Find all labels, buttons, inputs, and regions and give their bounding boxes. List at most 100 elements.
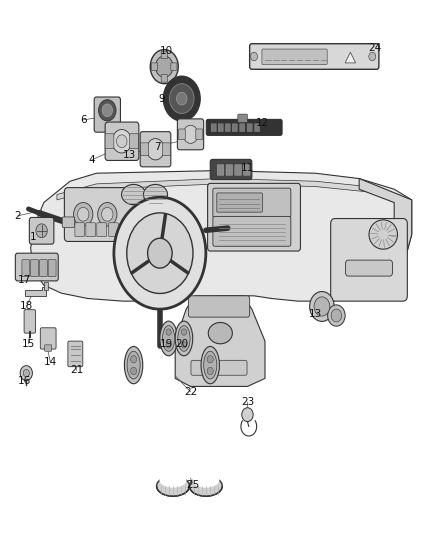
- FancyBboxPatch shape: [86, 223, 95, 237]
- Text: 25: 25: [186, 480, 199, 490]
- FancyBboxPatch shape: [48, 260, 56, 277]
- FancyBboxPatch shape: [213, 216, 291, 246]
- FancyBboxPatch shape: [206, 119, 282, 135]
- FancyBboxPatch shape: [68, 341, 83, 367]
- Text: 11: 11: [241, 163, 254, 173]
- Circle shape: [242, 408, 253, 422]
- Text: 23: 23: [241, 398, 254, 407]
- FancyBboxPatch shape: [240, 124, 245, 132]
- Circle shape: [112, 130, 131, 153]
- FancyBboxPatch shape: [64, 188, 139, 241]
- Ellipse shape: [201, 346, 219, 384]
- Text: 2: 2: [14, 211, 21, 221]
- Circle shape: [207, 356, 213, 363]
- FancyBboxPatch shape: [262, 49, 327, 64]
- FancyBboxPatch shape: [210, 159, 252, 180]
- FancyBboxPatch shape: [235, 165, 241, 175]
- FancyBboxPatch shape: [39, 260, 47, 277]
- Polygon shape: [359, 179, 412, 298]
- FancyBboxPatch shape: [29, 217, 54, 244]
- Circle shape: [181, 342, 187, 348]
- Circle shape: [102, 207, 113, 221]
- FancyBboxPatch shape: [40, 328, 56, 349]
- FancyBboxPatch shape: [31, 260, 39, 277]
- Text: 10: 10: [160, 46, 173, 55]
- Circle shape: [20, 366, 32, 381]
- Circle shape: [127, 213, 193, 294]
- Circle shape: [114, 197, 206, 309]
- Circle shape: [251, 52, 258, 61]
- Circle shape: [369, 52, 376, 61]
- FancyBboxPatch shape: [177, 119, 204, 150]
- FancyBboxPatch shape: [97, 223, 106, 237]
- FancyBboxPatch shape: [15, 253, 58, 281]
- Circle shape: [131, 367, 137, 375]
- FancyBboxPatch shape: [217, 193, 262, 212]
- FancyBboxPatch shape: [188, 296, 250, 317]
- FancyBboxPatch shape: [171, 63, 177, 70]
- Ellipse shape: [127, 351, 140, 379]
- FancyBboxPatch shape: [152, 63, 158, 70]
- Text: 7: 7: [154, 142, 161, 151]
- FancyBboxPatch shape: [232, 124, 237, 132]
- Ellipse shape: [162, 326, 175, 351]
- FancyBboxPatch shape: [94, 97, 120, 132]
- Circle shape: [166, 342, 171, 348]
- Polygon shape: [25, 287, 46, 296]
- Circle shape: [170, 84, 194, 114]
- FancyBboxPatch shape: [130, 134, 138, 149]
- Ellipse shape: [157, 476, 190, 496]
- Circle shape: [23, 369, 29, 377]
- Text: 18: 18: [20, 302, 33, 311]
- FancyBboxPatch shape: [244, 165, 250, 175]
- Circle shape: [181, 329, 187, 335]
- Polygon shape: [31, 171, 412, 301]
- Ellipse shape: [192, 472, 219, 488]
- Text: 17: 17: [18, 275, 31, 285]
- Text: 12: 12: [256, 118, 269, 127]
- FancyBboxPatch shape: [238, 114, 247, 123]
- Text: 14: 14: [44, 358, 57, 367]
- FancyBboxPatch shape: [109, 223, 118, 237]
- Text: 20: 20: [175, 339, 188, 349]
- Circle shape: [78, 207, 89, 221]
- FancyBboxPatch shape: [140, 132, 171, 167]
- FancyBboxPatch shape: [161, 75, 167, 82]
- FancyBboxPatch shape: [225, 124, 230, 132]
- Circle shape: [117, 135, 127, 148]
- Circle shape: [314, 297, 330, 316]
- Circle shape: [166, 329, 171, 335]
- Ellipse shape: [175, 321, 193, 356]
- FancyBboxPatch shape: [105, 122, 139, 160]
- Circle shape: [98, 203, 117, 226]
- FancyBboxPatch shape: [213, 188, 291, 218]
- Polygon shape: [44, 282, 48, 290]
- Text: 21: 21: [70, 366, 83, 375]
- FancyBboxPatch shape: [191, 360, 247, 375]
- Text: 13: 13: [123, 150, 136, 159]
- Text: 19: 19: [160, 339, 173, 349]
- Polygon shape: [345, 52, 356, 63]
- FancyBboxPatch shape: [121, 223, 131, 237]
- Circle shape: [147, 139, 164, 160]
- FancyBboxPatch shape: [250, 44, 379, 69]
- Circle shape: [131, 356, 137, 363]
- Circle shape: [310, 292, 334, 321]
- Circle shape: [331, 309, 342, 322]
- Circle shape: [36, 224, 47, 238]
- Text: 24: 24: [368, 43, 381, 53]
- Polygon shape: [57, 179, 399, 200]
- FancyBboxPatch shape: [331, 219, 407, 301]
- FancyBboxPatch shape: [346, 260, 392, 276]
- FancyBboxPatch shape: [196, 129, 203, 140]
- Ellipse shape: [369, 220, 398, 249]
- Polygon shape: [175, 296, 265, 386]
- Text: 16: 16: [18, 376, 31, 386]
- Ellipse shape: [189, 476, 222, 496]
- FancyBboxPatch shape: [226, 165, 233, 175]
- FancyBboxPatch shape: [75, 223, 85, 237]
- Ellipse shape: [178, 326, 190, 351]
- FancyBboxPatch shape: [24, 310, 35, 333]
- Ellipse shape: [160, 321, 177, 356]
- Text: 15: 15: [22, 339, 35, 349]
